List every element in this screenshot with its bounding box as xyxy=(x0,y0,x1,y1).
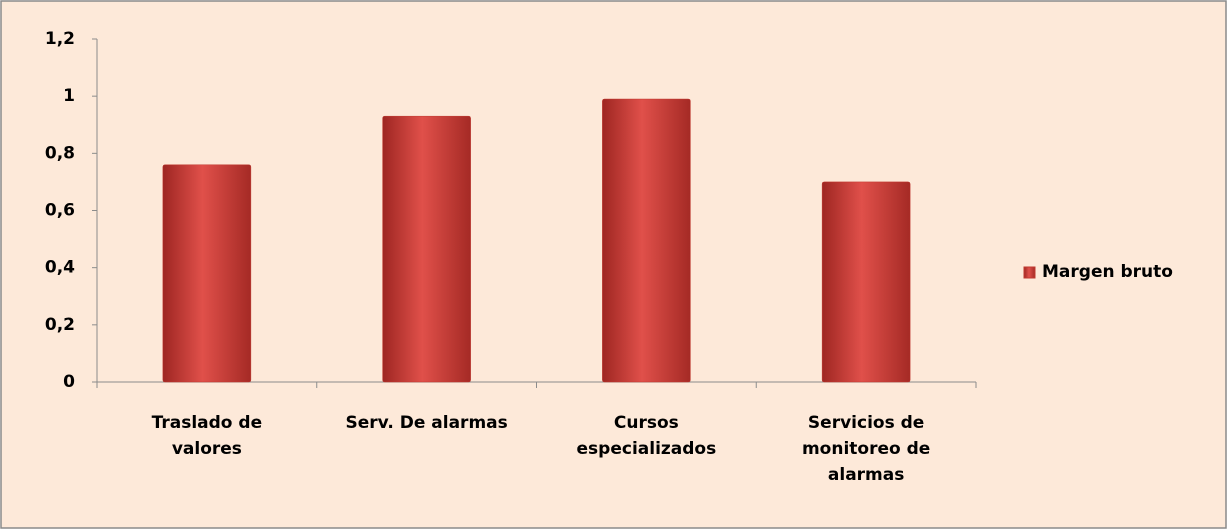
x-tick-label: Cursos especializados xyxy=(576,413,717,459)
y-tick-label: 0,8 xyxy=(45,143,75,163)
bar xyxy=(162,164,252,383)
y-tick-label: 0,6 xyxy=(45,201,75,221)
bar xyxy=(602,98,691,383)
x-tick-label: Traslado de valores xyxy=(151,413,263,459)
x-tick-label: Servicios de monitoreo de alarmas xyxy=(801,413,931,485)
y-tick-label: 0 xyxy=(63,372,75,392)
legend-swatch xyxy=(1023,266,1036,279)
y-tick-label: 1,2 xyxy=(45,29,75,49)
x-tick-label: Serv. De alarmas xyxy=(345,413,508,433)
bar xyxy=(382,115,471,383)
bar xyxy=(821,181,911,383)
y-tick-label: 1 xyxy=(63,86,75,106)
y-tick-label: 0,4 xyxy=(45,258,75,278)
y-tick-label: 0,2 xyxy=(45,315,75,335)
legend-label: Margen bruto xyxy=(1042,262,1173,282)
